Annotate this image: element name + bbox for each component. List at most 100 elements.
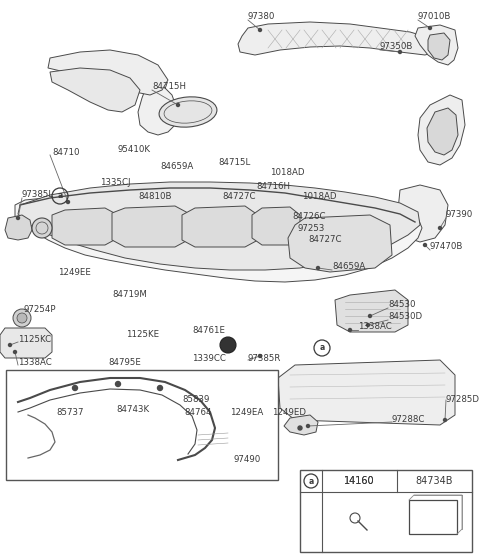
Text: 14160: 14160 [344, 476, 374, 486]
Circle shape [67, 200, 70, 203]
Text: 95410K: 95410K [118, 145, 151, 154]
Text: 84810B: 84810B [138, 192, 171, 201]
Polygon shape [418, 95, 465, 165]
Circle shape [13, 351, 16, 353]
Circle shape [348, 329, 351, 332]
Text: 84715H: 84715H [152, 82, 186, 91]
Text: a: a [308, 477, 313, 486]
Circle shape [116, 381, 120, 386]
Circle shape [220, 337, 236, 353]
Polygon shape [138, 82, 178, 135]
Text: 85737: 85737 [56, 408, 84, 417]
Polygon shape [0, 328, 52, 358]
Text: 84659A: 84659A [332, 262, 365, 271]
Text: 84743K: 84743K [116, 405, 149, 414]
Text: 1249EA: 1249EA [230, 408, 263, 417]
Polygon shape [50, 68, 140, 112]
Circle shape [32, 218, 52, 238]
Polygon shape [335, 290, 408, 332]
Text: 97490: 97490 [234, 455, 261, 464]
Circle shape [13, 309, 31, 327]
Text: 84719M: 84719M [112, 290, 147, 299]
Text: a: a [58, 192, 62, 200]
Text: 84727C: 84727C [222, 192, 255, 201]
Polygon shape [428, 33, 450, 60]
Circle shape [367, 324, 370, 326]
Text: 1339CC: 1339CC [192, 354, 226, 363]
Text: 97254P: 97254P [24, 305, 57, 314]
Polygon shape [52, 208, 118, 245]
Circle shape [17, 313, 27, 323]
Text: 97390: 97390 [446, 210, 473, 219]
Circle shape [9, 343, 12, 347]
Polygon shape [398, 185, 448, 242]
Polygon shape [238, 22, 440, 55]
Polygon shape [288, 215, 392, 272]
Bar [409, 500, 457, 534]
Text: 1249EE: 1249EE [58, 268, 91, 277]
Text: 84726C: 84726C [292, 212, 325, 221]
Circle shape [398, 50, 401, 54]
Text: 97253: 97253 [298, 224, 325, 233]
Text: 84764: 84764 [184, 408, 212, 417]
Polygon shape [427, 108, 458, 155]
Text: 97010B: 97010B [418, 12, 451, 21]
Text: 1338AC: 1338AC [358, 322, 392, 331]
Text: 85839: 85839 [182, 395, 209, 404]
Text: 1125KE: 1125KE [126, 330, 159, 339]
Bar [300, 470, 472, 552]
Polygon shape [278, 360, 455, 425]
Circle shape [444, 418, 446, 422]
Text: 1018AD: 1018AD [270, 168, 304, 177]
Text: 97288C: 97288C [392, 415, 425, 424]
Text: 84710: 84710 [52, 148, 80, 157]
Text: 84734B: 84734B [415, 476, 453, 486]
Circle shape [259, 29, 262, 31]
Polygon shape [48, 50, 168, 95]
Text: 97350B: 97350B [380, 42, 413, 51]
Text: 97385R: 97385R [248, 354, 281, 363]
Circle shape [369, 315, 372, 318]
Circle shape [316, 267, 320, 269]
Text: 84761E: 84761E [192, 326, 225, 335]
Text: 1338AC: 1338AC [18, 358, 52, 367]
Text: 1335CJ: 1335CJ [100, 178, 131, 187]
Circle shape [157, 385, 163, 390]
Polygon shape [415, 25, 458, 65]
Circle shape [298, 426, 302, 430]
Circle shape [72, 385, 77, 390]
Text: 1018AD: 1018AD [302, 192, 336, 201]
Polygon shape [112, 206, 188, 247]
Polygon shape [252, 207, 300, 245]
Text: 97380: 97380 [248, 12, 276, 21]
Polygon shape [15, 197, 422, 282]
Text: 84530: 84530 [388, 300, 416, 309]
Polygon shape [182, 206, 258, 247]
Circle shape [177, 104, 180, 106]
Circle shape [259, 354, 262, 357]
Text: 14160: 14160 [344, 476, 374, 486]
Polygon shape [188, 425, 232, 458]
Text: a: a [319, 343, 324, 352]
Ellipse shape [159, 97, 217, 127]
Circle shape [429, 26, 432, 30]
Circle shape [16, 217, 20, 220]
Polygon shape [5, 215, 32, 240]
Text: 84795E: 84795E [108, 358, 141, 367]
Polygon shape [18, 182, 420, 270]
Text: 1249ED: 1249ED [272, 408, 306, 417]
Circle shape [307, 424, 310, 427]
Text: 1125KC: 1125KC [18, 335, 51, 344]
Text: 97470B: 97470B [430, 242, 463, 251]
Text: 97385L: 97385L [22, 190, 54, 199]
Text: 84727C: 84727C [308, 235, 341, 244]
Polygon shape [284, 415, 318, 435]
Text: 84715L: 84715L [218, 158, 250, 167]
Circle shape [439, 226, 442, 230]
Text: 84716H: 84716H [256, 182, 290, 191]
Text: 84659A: 84659A [160, 162, 193, 171]
Bar [6, 370, 278, 480]
Circle shape [423, 244, 427, 246]
Text: 84530D: 84530D [388, 312, 422, 321]
Text: 97285D: 97285D [446, 395, 480, 404]
